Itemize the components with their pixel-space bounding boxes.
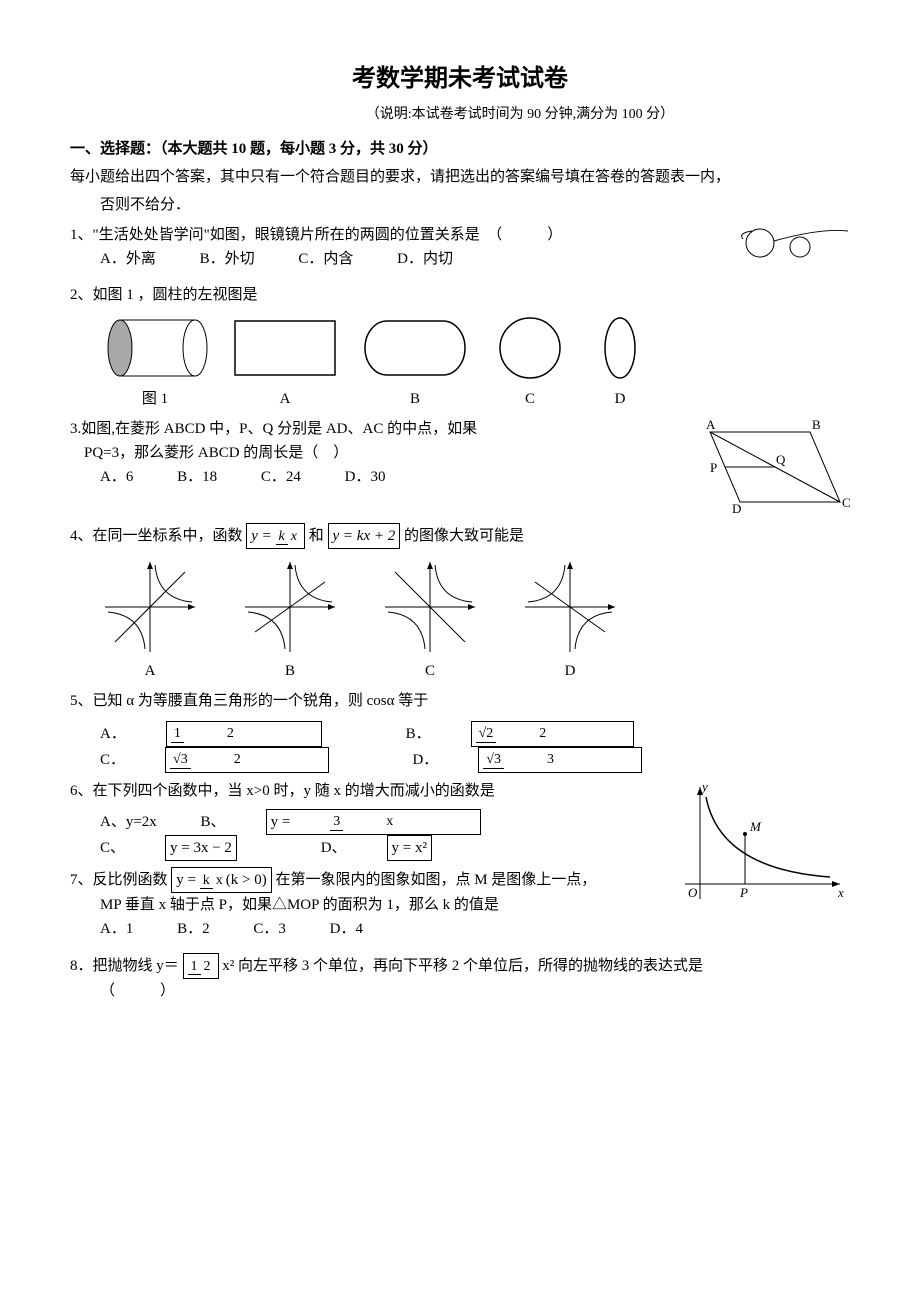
q4-label-a: A [100, 659, 200, 683]
q7-l2: MP 垂直 x 轴于点 P，如果△MOP 的面积为 1，那么 k 的值是 [100, 893, 850, 917]
q7-eq: y = kx(k > 0) [171, 867, 271, 893]
svg-text:P: P [710, 460, 717, 475]
svg-text:M: M [749, 819, 762, 834]
q2-label-b: B [360, 387, 470, 411]
question-2: 2、如图 1 ，圆柱的左视图是 图 1 A B C D [70, 283, 850, 411]
q7-pre: 7、反比例函数 [70, 872, 171, 888]
cylinder-icon [100, 313, 210, 383]
svg-text:y: y [700, 779, 708, 794]
question-5: 5、已知 α 为等腰直角三角形的一个锐角，则 cosα 等于 A．12 B．√2… [70, 689, 850, 773]
q2-label-d: D [590, 387, 650, 411]
circle-icon [490, 313, 570, 383]
q5-opt-a: A．12 [100, 721, 362, 747]
svg-text:B: B [812, 417, 821, 432]
section-1-instr: 每小题给出四个答案，其中只有一个符合题目的要求，请把选出的答案编号填在答卷的答题… [70, 165, 850, 189]
question-4: 4、在同一坐标系中，函数 y = kx 和 y = kx + 2 的图像大致可能… [70, 523, 850, 683]
q7-opt-d: D．4 [330, 917, 363, 941]
q8-paren: （ ） [100, 979, 850, 1003]
svg-text:C: C [842, 495, 850, 510]
q1-opt-a: A．外离 [100, 247, 156, 271]
q7-opt-b: B．2 [177, 917, 210, 941]
q5-opt-c: C．√32 [100, 747, 369, 773]
svg-text:A: A [706, 417, 716, 432]
ellipse-icon [590, 313, 650, 383]
q6-opt-a: A、y=2x [100, 810, 157, 834]
q2-stem: 2、如图 1 ，圆柱的左视图是 [70, 283, 850, 307]
section-1-instr2: 否则不给分． [100, 193, 850, 217]
q3-opt-a: A．6 [100, 465, 133, 489]
q3-opt-d: D．30 [345, 465, 386, 489]
q6-opt-c: C、y = 3x − 2 [100, 835, 277, 861]
svg-text:D: D [732, 501, 741, 516]
question-8: 8．把抛物线 y＝ 12 x² 向左平移 3 个单位，再向下平移 2 个单位后，… [70, 953, 850, 1003]
q7-post: 在第一象限内的图象如图，点 M 是图像上一点， [275, 872, 596, 888]
page-subtitle: （说明:本试卷考试时间为 90 分钟,满分为 100 分） [70, 104, 850, 126]
rhombus-icon: A B C D P Q [670, 417, 850, 517]
glasses-icon [730, 223, 850, 263]
q4-label-c: C [380, 659, 480, 683]
q1-opt-c: C．内含 [298, 247, 353, 271]
q3-opt-b: B．18 [177, 465, 217, 489]
q5-stem: 5、已知 α 为等腰直角三角形的一个锐角，则 cosα 等于 [70, 689, 850, 713]
q4-label-d: D [520, 659, 620, 683]
graph-a-icon [100, 557, 200, 657]
q2-fig-label: 图 1 [100, 387, 210, 411]
question-3: A B C D P Q 3.如图,在菱形 ABCD 中，P、Q 分别是 AD、A… [70, 417, 850, 489]
q2-label-c: C [490, 387, 570, 411]
question-6: y x O M P 6、在下列四个函数中，当 x>0 时，y 随 x 的增大而减… [70, 779, 850, 861]
q7-opt-a: A．1 [100, 917, 133, 941]
q8-frac: 12 [183, 953, 219, 979]
q5-opt-b: B．√22 [406, 721, 675, 747]
q1-opt-d: D．内切 [397, 247, 453, 271]
q8-pre: 8．把抛物线 y＝ [70, 958, 179, 974]
q5-opt-d: D．√33 [412, 747, 682, 773]
q4-label-b: B [240, 659, 340, 683]
graph-d-icon [520, 557, 620, 657]
rounded-rect-icon [360, 313, 470, 383]
q4-mid: 和 [309, 528, 328, 544]
q6-opt-b: B、y = 3x [201, 809, 522, 835]
q4-eq1: y = kx [246, 523, 305, 549]
question-7: 7、反比例函数 y = kx(k > 0) 在第一象限内的图象如图，点 M 是图… [70, 867, 850, 941]
graph-b-icon [240, 557, 340, 657]
q1-opt-b: B．外切 [200, 247, 255, 271]
page-title: 考数学期未考试试卷 [70, 60, 850, 98]
q3-opt-c: C．24 [261, 465, 301, 489]
q8-post: x² 向左平移 3 个单位，再向下平移 2 个单位后，所得的抛物线的表达式是 [222, 958, 703, 974]
q6-opt-d: D、y = x² [321, 835, 472, 861]
q2-label-a: A [230, 387, 340, 411]
q4-pre: 4、在同一坐标系中，函数 [70, 528, 246, 544]
rect-icon [230, 313, 340, 383]
question-1: 1、"生活处处皆学问"如图，眼镜镜片所在的两圆的位置关系是 （ ） A．外离 B… [70, 223, 850, 271]
q7-opt-c: C．3 [253, 917, 286, 941]
q4-eq2: y = kx + 2 [328, 523, 401, 549]
section-1-header: 一、选择题：（本大题共 10 题，每小题 3 分，共 30 分） [70, 137, 850, 161]
svg-text:Q: Q [776, 452, 786, 467]
q4-post: 的图像大致可能是 [404, 528, 524, 544]
graph-c-icon [380, 557, 480, 657]
